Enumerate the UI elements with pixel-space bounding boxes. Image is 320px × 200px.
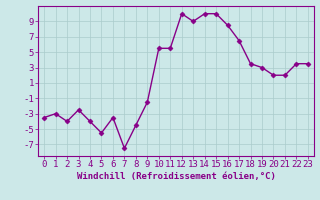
X-axis label: Windchill (Refroidissement éolien,°C): Windchill (Refroidissement éolien,°C) [76,172,276,181]
